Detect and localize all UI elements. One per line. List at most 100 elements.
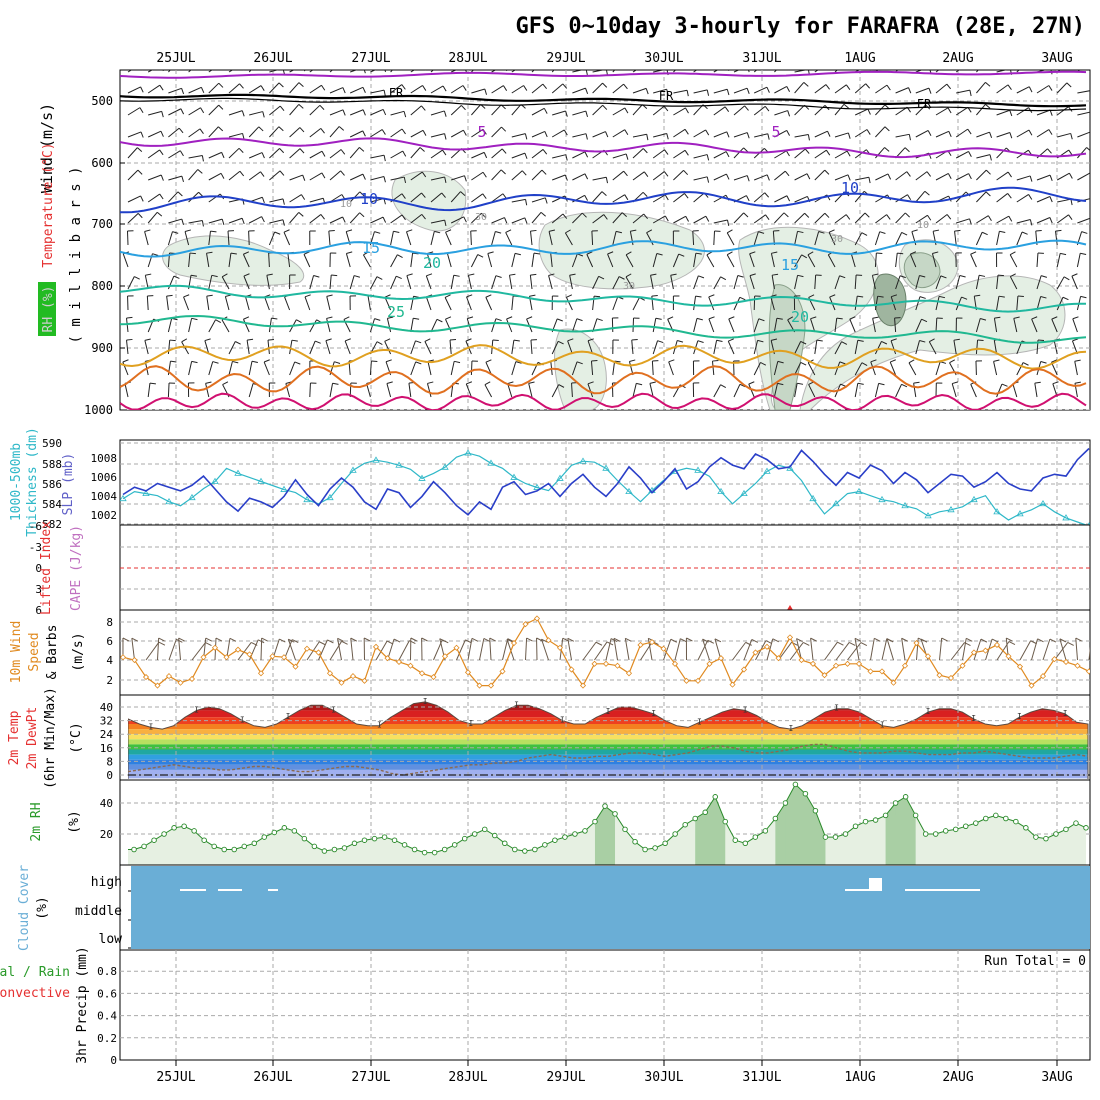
wind10-panel-frame	[119, 609, 1091, 696]
wind-barb-flag	[907, 194, 912, 201]
wind-barb-staff	[505, 232, 513, 246]
wind-barb-flag	[445, 229, 452, 233]
wind10-speed-point	[464, 669, 472, 676]
wind-barb-flag	[169, 339, 176, 342]
wind-barb-flag	[828, 229, 835, 233]
rh2m-point	[512, 846, 518, 853]
wind10-barb	[702, 638, 710, 661]
wind-barb-flag	[705, 129, 710, 136]
wind-barb-staff	[227, 231, 230, 246]
cloud-fill	[131, 866, 1090, 949]
isotherms	[120, 70, 1087, 410]
wind10-barb	[1019, 640, 1032, 661]
wind-barb-staff	[713, 340, 718, 355]
wind-barb-staff	[1036, 85, 1050, 94]
wind-barb-staff	[653, 88, 667, 94]
wind-barb-staff	[188, 86, 202, 94]
wind-barb-staff	[673, 70, 677, 73]
wind-barb-staff	[228, 253, 232, 268]
wind-barb-flag	[321, 84, 326, 91]
wind-barb-staff	[122, 253, 129, 268]
wind-barb-flag	[1009, 132, 1013, 139]
wind-barb-flag	[1027, 63, 1031, 68]
wind-barb-flag	[584, 195, 589, 201]
wind10-barb-flag	[874, 637, 881, 642]
wind-barb-flag	[465, 70, 467, 73]
wind-barb-staff	[228, 341, 236, 355]
wind-barb-staff	[651, 360, 654, 376]
isotherm-label: 10	[360, 190, 378, 208]
wind-barb-flag	[954, 229, 961, 232]
wind-barb-flag	[605, 131, 609, 138]
wind-barb-staff	[148, 174, 162, 181]
wind10-barb-flag	[848, 641, 856, 646]
wind-barb-staff	[996, 147, 1007, 159]
wind-barb-staff	[228, 147, 240, 159]
wind-barb-flag	[152, 253, 159, 256]
wind-barb-flag	[212, 361, 219, 364]
wind-barb-flag	[985, 103, 991, 109]
wind-barb-staff	[1036, 196, 1051, 203]
isotherm-label: 5	[477, 123, 486, 141]
minmax-marker: I	[560, 716, 565, 725]
wind-barb-staff	[370, 108, 384, 116]
wind-barb-staff	[814, 70, 819, 73]
wind-barb-staff	[507, 383, 513, 398]
wind-barb-flag	[298, 104, 304, 109]
wind-barb-staff	[673, 193, 685, 203]
rh-region	[391, 170, 467, 232]
wind10-barb	[640, 641, 653, 661]
wind-barb-flag	[1029, 219, 1033, 226]
wind-barb-flag	[179, 150, 184, 157]
wind10-barb	[567, 638, 572, 661]
wind-barb-staff	[572, 133, 587, 138]
rh2m-point	[431, 849, 438, 856]
wind-barb-flag	[786, 195, 791, 202]
wind-barb-staff	[369, 276, 378, 290]
wind-barb-staff	[592, 276, 600, 290]
wind-barb-flag	[908, 134, 911, 141]
wind-barb-flag	[325, 338, 332, 342]
wind-barb-staff	[430, 231, 435, 246]
wind-barb-staff	[530, 340, 533, 355]
wind-barb-staff	[713, 276, 722, 290]
rh2m-point	[1073, 820, 1079, 826]
wind-barb-flag	[340, 149, 346, 155]
rh2m-point	[1083, 825, 1089, 831]
wind-barb-staff	[446, 253, 452, 268]
wind-barb-staff	[269, 105, 281, 116]
wind-barb-flag	[684, 193, 689, 199]
wind-barb-staff	[208, 361, 214, 376]
wind-barb-staff	[773, 361, 779, 376]
wind-barb-flag	[642, 191, 648, 198]
wind-barb-staff	[511, 296, 514, 311]
wind-barb-flag	[824, 169, 830, 175]
wind-barb-staff	[794, 254, 803, 268]
wind-barb-staff	[874, 231, 881, 246]
minmax-marker: I	[743, 705, 748, 714]
wind10-barb-flag	[122, 637, 130, 642]
wind-barb-flag	[359, 147, 365, 152]
wind10-barb-flag	[1030, 640, 1037, 645]
wind-barb-staff	[188, 253, 191, 268]
thickness-marker	[120, 494, 127, 502]
wind-barb-staff	[854, 232, 863, 246]
wind-barb-staff	[814, 130, 828, 138]
wind-barb-flag	[313, 275, 320, 278]
wind-barb-flag	[1008, 215, 1013, 222]
isotherm-label: 30	[475, 212, 487, 223]
wind-barb-flag	[362, 87, 366, 93]
temp-band	[128, 734, 1088, 740]
wind10-barb-flag	[1008, 641, 1016, 645]
wind-barb-flag	[706, 154, 710, 161]
wind-barb-flag	[1040, 361, 1047, 364]
wind-barb-staff	[753, 70, 758, 73]
wind-barb-staff	[587, 340, 594, 355]
wind-barb-flag	[482, 171, 487, 178]
wind-barb-staff	[996, 275, 999, 290]
wind10-speed-point	[878, 668, 886, 675]
wind10-barb-flag	[526, 637, 533, 642]
wind-barb-staff	[329, 70, 334, 73]
